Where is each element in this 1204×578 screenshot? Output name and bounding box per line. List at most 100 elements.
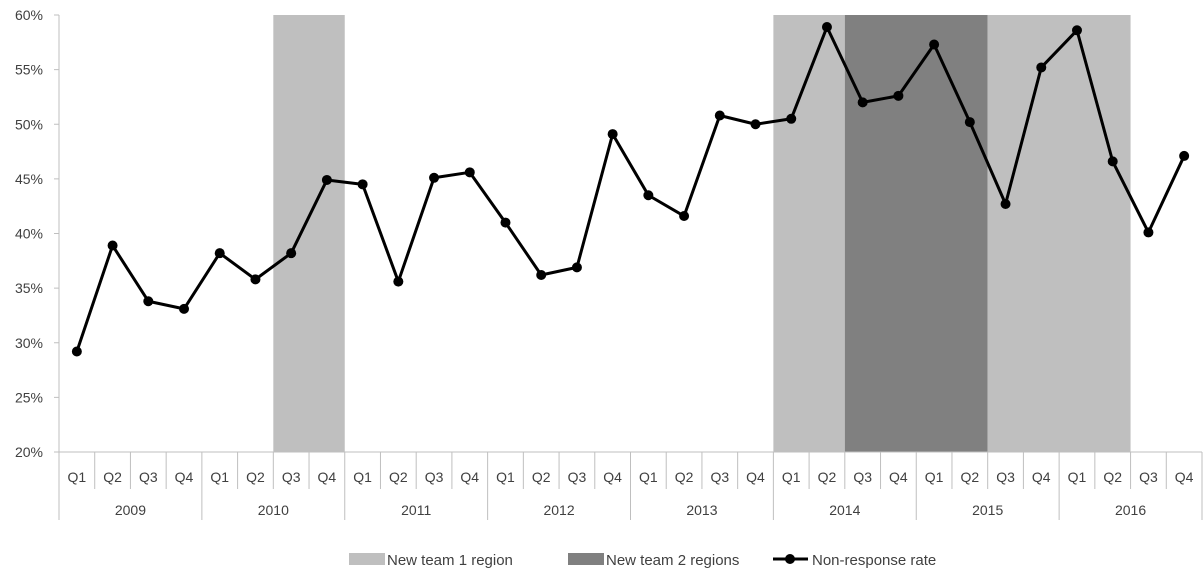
- shaded-region-1: [273, 15, 345, 452]
- legend-label: Non-response rate: [812, 552, 936, 569]
- x-tick-label-quarter: Q1: [925, 469, 944, 485]
- x-tick-label-quarter: Q2: [960, 469, 979, 485]
- data-point: [536, 270, 547, 281]
- x-tick-label-quarter: Q4: [889, 469, 908, 485]
- y-tick-label: 20%: [15, 444, 43, 460]
- x-tick-label-quarter: Q4: [603, 469, 622, 485]
- data-point: [714, 110, 725, 121]
- y-tick-label: 50%: [15, 116, 43, 132]
- x-tick-label-quarter: Q2: [1103, 469, 1122, 485]
- data-point: [786, 113, 797, 124]
- legend-label: New team 1 region: [387, 552, 513, 569]
- legend-item: Non-response rate: [773, 552, 936, 569]
- x-tick-label-quarter: Q3: [853, 469, 872, 485]
- y-tick-label: 30%: [15, 335, 43, 351]
- legend-item: New team 2 regions: [568, 552, 739, 569]
- shaded-region-3: [844, 15, 988, 452]
- y-tick-label: 35%: [15, 280, 43, 296]
- x-tick-label-year: 2012: [543, 502, 574, 518]
- data-point: [750, 119, 761, 130]
- data-point: [286, 248, 297, 259]
- axes: 20% 25% 30% 35% 40% 45% 50% 55% 60% Q1 Q2 Q3 Q4 Q1 Q2 Q…: [15, 7, 1203, 520]
- x-tick-label-quarter: Q3: [710, 469, 729, 485]
- data-point: [607, 129, 618, 140]
- data-point: [393, 276, 404, 287]
- legend-marker: [785, 554, 795, 564]
- data-point: [321, 174, 332, 185]
- data-point: [929, 39, 940, 50]
- x-tick-label-year: 2009: [115, 502, 146, 518]
- data-point: [964, 117, 975, 128]
- x-tick-label-quarter: Q2: [246, 469, 265, 485]
- x-tick-label-year: 2010: [258, 502, 289, 518]
- x-tick-label-year: 2015: [972, 502, 1003, 518]
- x-tick-label-quarter: Q1: [210, 469, 229, 485]
- data-point: [464, 167, 475, 178]
- x-tick-label-quarter: Q2: [532, 469, 551, 485]
- shaded-regions: [273, 15, 1131, 452]
- y-tick-label: 45%: [15, 171, 43, 187]
- data-point: [821, 22, 832, 33]
- data-point: [1071, 25, 1082, 36]
- y-tick-label: 60%: [15, 7, 43, 23]
- y-tick-label: 40%: [15, 226, 43, 242]
- legend-swatch: [349, 553, 385, 565]
- data-point: [571, 262, 582, 273]
- x-tick-label-quarter: Q4: [1032, 469, 1051, 485]
- data-point: [429, 172, 440, 183]
- data-point: [643, 190, 654, 201]
- x-tick-label-quarter: Q4: [1175, 469, 1194, 485]
- x-tick-label-quarter: Q1: [639, 469, 658, 485]
- x-tick-label-year: 2013: [686, 502, 717, 518]
- x-tick-label-quarter: Q2: [675, 469, 694, 485]
- data-point: [1143, 227, 1154, 238]
- legend-swatch: [568, 553, 604, 565]
- data-point: [679, 211, 690, 222]
- x-tick-label-quarter: Q1: [353, 469, 372, 485]
- x-tick-label-quarter: Q2: [818, 469, 837, 485]
- x-tick-label-quarter: Q2: [389, 469, 408, 485]
- x-tick-label-year: 2011: [401, 502, 431, 518]
- x-tick-label-quarter: Q4: [175, 469, 194, 485]
- x-tick-label-quarter: Q3: [425, 469, 444, 485]
- data-point: [250, 274, 261, 285]
- shaded-region-4: [987, 15, 1131, 452]
- y-tick-label: 25%: [15, 389, 43, 405]
- x-tick-label-quarter: Q1: [496, 469, 515, 485]
- shaded-region-2: [773, 15, 845, 452]
- series-layer: [71, 22, 1190, 357]
- x-tick-label-quarter: Q4: [318, 469, 337, 485]
- series-line-non-response-rate: [75, 25, 1186, 352]
- data-point: [71, 346, 82, 357]
- x-tick-label-quarter: Q3: [139, 469, 158, 485]
- x-tick-label-quarter: Q3: [996, 469, 1015, 485]
- x-tick-label-quarter: Q1: [1068, 469, 1087, 485]
- data-point: [1036, 62, 1047, 73]
- data-point: [1107, 156, 1118, 167]
- data-point: [500, 217, 511, 228]
- data-point: [357, 179, 368, 190]
- legend-label: New team 2 regions: [606, 552, 739, 569]
- x-tick-label-quarter: Q3: [1139, 469, 1158, 485]
- data-point: [1179, 150, 1190, 161]
- x-tick-label-quarter: Q4: [460, 469, 479, 485]
- data-point: [857, 97, 868, 108]
- x-tick-label-quarter: Q3: [568, 469, 587, 485]
- legend: New team 1 region New team 2 regions Non-r…: [349, 552, 936, 569]
- x-tick-label-quarter: Q2: [103, 469, 122, 485]
- data-point: [179, 303, 190, 314]
- data-point: [893, 90, 904, 101]
- x-tick-label-quarter: Q1: [68, 469, 87, 485]
- x-tick-label-quarter: Q1: [782, 469, 801, 485]
- x-tick-label-quarter: Q3: [282, 469, 301, 485]
- x-tick-label-year: 2016: [1115, 502, 1146, 518]
- data-point: [214, 248, 225, 259]
- legend-item: New team 1 region: [349, 552, 513, 569]
- x-tick-label-quarter: Q4: [746, 469, 765, 485]
- data-point: [1000, 199, 1011, 210]
- y-tick-label: 55%: [15, 62, 43, 78]
- data-point: [143, 296, 154, 307]
- data-point: [107, 240, 118, 251]
